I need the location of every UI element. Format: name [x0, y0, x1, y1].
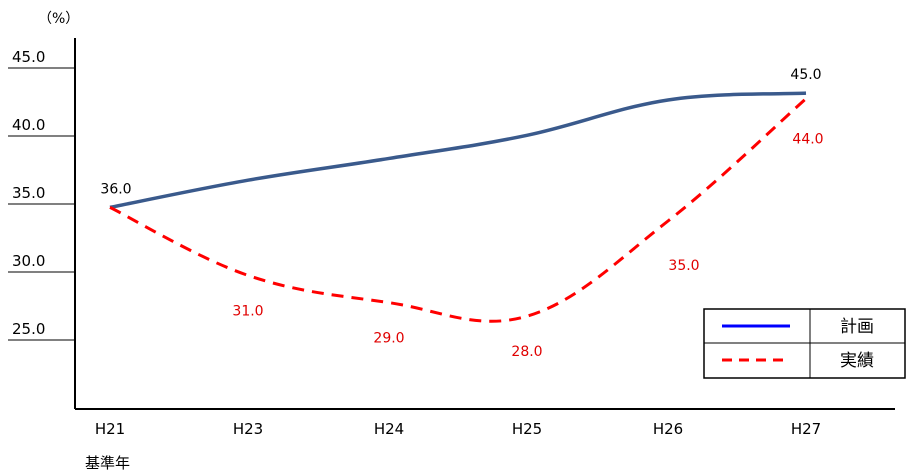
y-axis-ticks: 45.0 40.0 35.0 30.0 25.0 — [8, 48, 75, 341]
y-tick-label: 30.0 — [12, 252, 45, 270]
y-tick-label: 25.0 — [12, 320, 45, 338]
y-tick-label: 35.0 — [12, 184, 45, 202]
plan-data-label: 36.0 — [100, 181, 131, 197]
actual-data-label: 31.0 — [232, 303, 263, 319]
actual-data-label: 29.0 — [373, 331, 404, 347]
x-tick-label: H23 — [233, 420, 263, 438]
series-layer — [109, 91, 807, 323]
plan-data-label: 45.0 — [790, 67, 821, 83]
data-labels: 36.0 45.0 31.0 29.0 28.0 35.0 44.0 — [100, 67, 823, 360]
y-tick-label: 40.0 — [12, 116, 45, 134]
x-tick-label: H24 — [374, 420, 404, 438]
legend: 計画 実績 — [703, 308, 906, 379]
actual-data-label: 35.0 — [668, 258, 699, 274]
x-axis-ticks: H21 H23 H24 H25 H26 H27 — [95, 420, 821, 438]
actual-data-label: 28.0 — [511, 344, 542, 360]
series-actual-line — [109, 97, 807, 323]
baseline-year-label: 基準年 — [85, 454, 130, 472]
legend-actual-label: 実績 — [840, 351, 874, 371]
y-unit-label: （%） — [38, 11, 79, 27]
x-tick-label: H25 — [512, 420, 542, 438]
x-tick-label: H27 — [791, 420, 821, 438]
x-tick-label: H21 — [95, 420, 125, 438]
x-tick-label: H26 — [653, 420, 683, 438]
legend-plan-label: 計画 — [840, 317, 874, 337]
y-tick-label: 45.0 — [12, 48, 45, 66]
series-plan-line — [109, 91, 807, 210]
actual-data-label: 44.0 — [792, 132, 823, 148]
